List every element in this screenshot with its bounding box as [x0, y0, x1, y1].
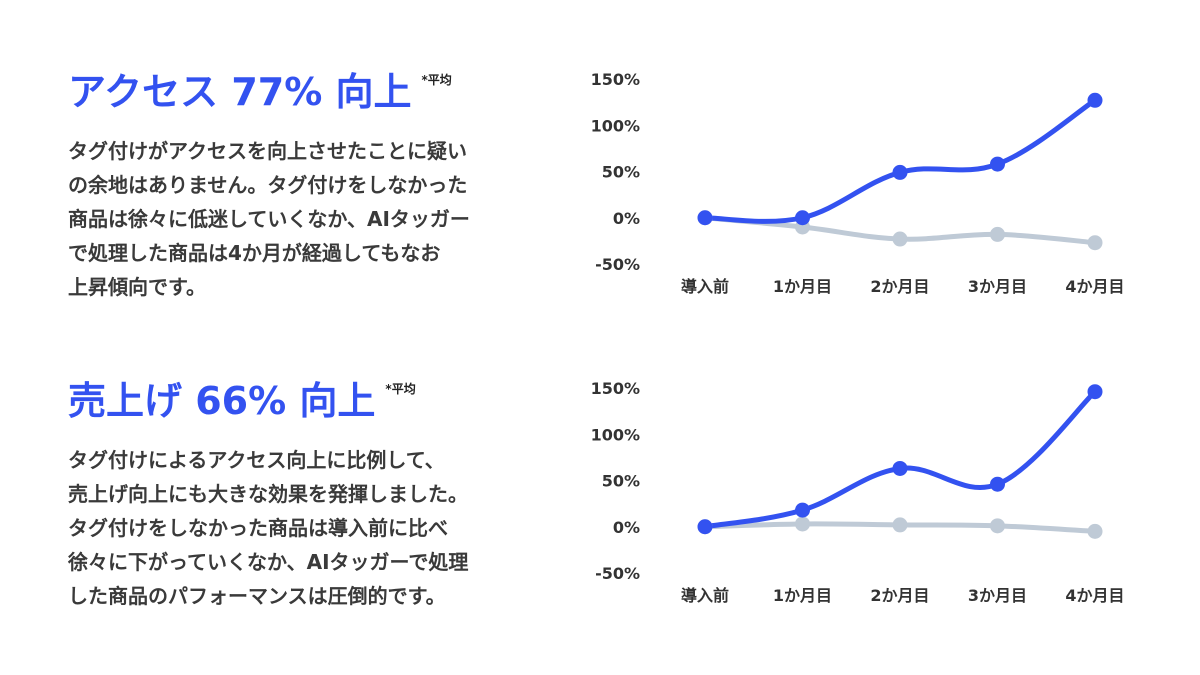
average-note: *平均 — [421, 73, 452, 87]
description-line: タグ付けがアクセスを向上させたことに疑い — [68, 139, 467, 163]
access-section: アクセス 77% 向上 *平均 タグ付けがアクセスを向上させたことに疑い の余地は… — [0, 0, 1200, 320]
y-tick-label: 50% — [602, 472, 640, 491]
y-tick-label: 100% — [591, 116, 640, 135]
series-line-tagged — [702, 97, 1098, 224]
x-tick-label: 導入前 — [681, 277, 729, 296]
description-line: タグ付けをしなかった商品は導入前に比べ — [68, 516, 448, 540]
data-point-untagged — [1087, 235, 1103, 251]
y-tick-label: -50% — [595, 564, 640, 583]
sales-section: 売上げ 66% 向上 *平均 タグ付けによるアクセス向上に比例して、 売上げ向上に… — [0, 309, 1200, 629]
description-line: 上昇傾向です。 — [68, 275, 206, 299]
y-tick-label: 100% — [591, 425, 640, 444]
sales-headline: 売上げ 66% 向上 *平均 — [68, 379, 416, 423]
data-point-untagged — [990, 226, 1005, 242]
data-point-tagged — [697, 210, 713, 226]
series-line-tagged — [702, 389, 1098, 530]
x-tick-label: 導入前 — [681, 586, 729, 605]
description-line: の余地はありません。タグ付けをしなかった — [68, 173, 468, 197]
x-tick-label: 3か月目 — [968, 586, 1027, 605]
access-chart: 150% 100% 50% 0% -50% 導入前 1か月目 2か月目 3か月目 4か月目 — [591, 70, 1125, 296]
x-tick-label: 4か月目 — [1065, 277, 1124, 296]
data-point-tagged — [1087, 92, 1103, 108]
data-point-tagged — [892, 460, 908, 476]
description-line: 徐々に下がっていくなか、AIタッガーで処理 — [68, 550, 469, 574]
y-tick-label: -50% — [595, 255, 640, 274]
y-tick-label: 150% — [591, 379, 640, 398]
x-tick-label: 1か月目 — [773, 277, 832, 296]
x-tick-label: 3か月目 — [968, 277, 1027, 296]
data-point-untagged — [1087, 523, 1103, 539]
sales-chart: 150% 100% 50% 0% -50% 導入前 1か月目 2か月目 3か月目 4か月目 — [591, 379, 1125, 605]
sales-description: タグ付けによるアクセス向上に比例して、 売上げ向上にも大きな効果を発揮しました。… — [68, 443, 588, 613]
y-tick-label: 0% — [613, 518, 640, 537]
description-line: で処理した商品は4か月が経過してもなお — [68, 241, 441, 265]
description-line: した商品のパフォーマンスは圧倒的です。 — [68, 584, 446, 608]
x-tick-label: 4か月目 — [1065, 586, 1124, 605]
y-tick-label: 150% — [591, 70, 640, 89]
average-note: *平均 — [385, 382, 416, 396]
x-tick-label: 1か月目 — [773, 586, 832, 605]
x-tick-label: 2か月目 — [870, 586, 929, 605]
description-line: 売上げ向上にも大きな効果を発揮しました。 — [68, 482, 468, 506]
data-point-untagged — [892, 231, 908, 247]
data-point-tagged — [795, 210, 810, 226]
y-tick-label: 50% — [602, 163, 640, 182]
access-headline: アクセス 77% 向上 *平均 — [68, 70, 452, 114]
data-point-tagged — [1087, 384, 1103, 400]
data-point-tagged — [990, 476, 1005, 492]
data-point-tagged — [795, 502, 810, 518]
x-tick-label: 2か月目 — [870, 277, 929, 296]
y-tick-label: 0% — [613, 209, 640, 228]
data-point-tagged — [697, 519, 713, 535]
description-line: 商品は徐々に低迷していくなか、AIタッガー — [68, 207, 470, 231]
data-point-tagged — [990, 156, 1005, 172]
description-line: タグ付けによるアクセス向上に比例して、 — [68, 448, 445, 472]
access-description: タグ付けがアクセスを向上させたことに疑い の余地はありません。タグ付けをしなかっ… — [68, 134, 588, 304]
data-point-untagged — [795, 516, 810, 532]
data-point-untagged — [892, 517, 908, 533]
data-point-untagged — [990, 518, 1005, 534]
data-point-tagged — [892, 164, 908, 180]
